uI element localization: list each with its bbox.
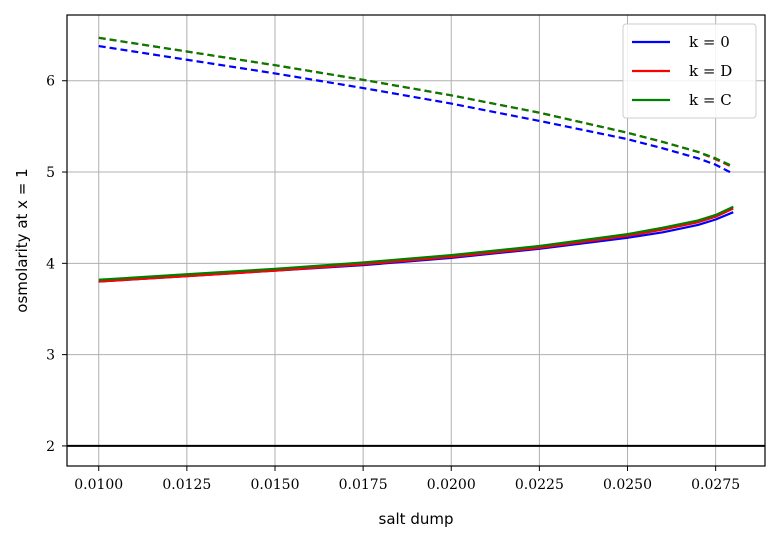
x-tick-label: 0.0200 — [427, 477, 476, 493]
series-line-dashed-4 — [98, 36, 734, 168]
series-line-dashed-0 — [98, 44, 734, 175]
series-line-solid-5 — [98, 205, 734, 281]
legend-label: k = D — [689, 62, 732, 80]
series-lines — [98, 36, 734, 283]
legend-box — [622, 23, 757, 119]
x-tick-label: 0.0225 — [515, 477, 564, 493]
y-tick-label: 2 — [46, 439, 55, 455]
y-tick-label: 6 — [46, 74, 55, 90]
legend: k = 0 k = D k = C — [622, 23, 757, 119]
axis-ticks: 0.0100 0.0125 0.0150 0.0175 0.0200 0.0225 0.02… — [46, 74, 740, 493]
y-tick-label: 4 — [46, 256, 55, 272]
x-tick-label: 0.0275 — [691, 477, 740, 493]
x-tick-label: 0.0250 — [603, 477, 652, 493]
y-tick-label: 5 — [46, 165, 55, 181]
x-tick-label: 0.0175 — [339, 477, 388, 493]
legend-label: k = 0 — [689, 33, 730, 51]
plot-frame — [66, 14, 766, 467]
x-tick-label: 0.0125 — [162, 477, 211, 493]
series-line-solid-3 — [98, 207, 734, 283]
x-tick-label: 0.0100 — [74, 477, 123, 493]
x-axis-label: salt dump — [379, 510, 454, 528]
y-tick-label: 3 — [46, 348, 55, 364]
y-axis-label: osmolarity at x = 1 — [13, 168, 31, 312]
x-tick-label: 0.0150 — [250, 477, 299, 493]
series-line-solid-1 — [98, 211, 734, 283]
legend-label: k = C — [689, 91, 732, 109]
